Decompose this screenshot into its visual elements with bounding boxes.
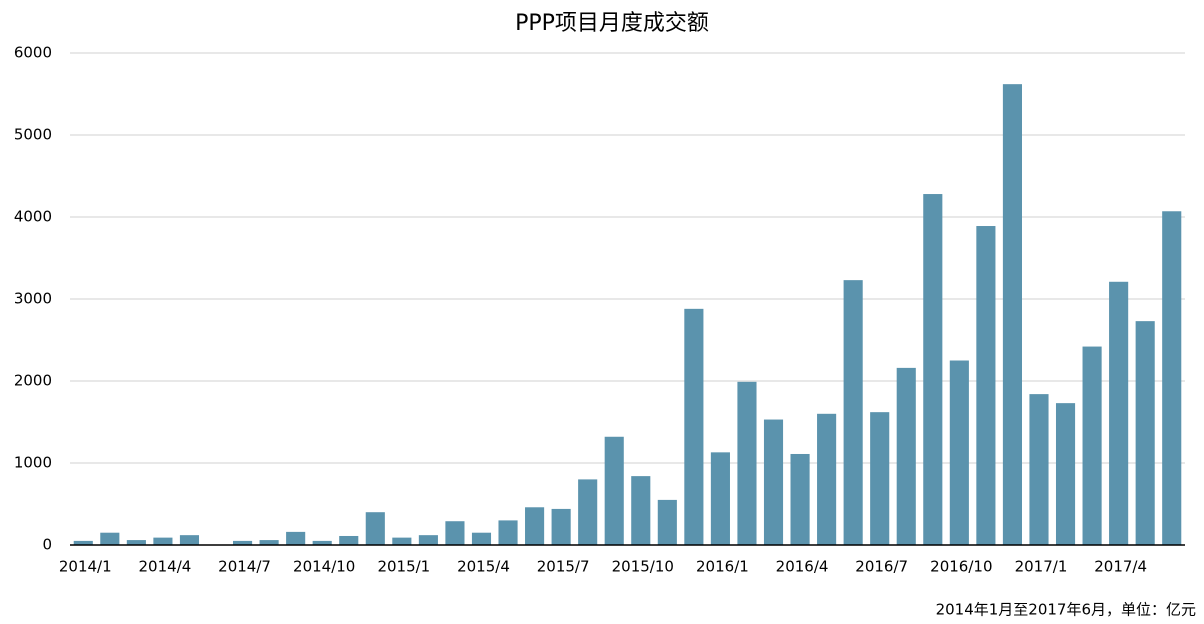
bar: [312, 540, 332, 545]
bar: [100, 532, 120, 545]
bar: [471, 532, 492, 545]
x-tick-label: 2014/1: [59, 558, 112, 576]
bar: [286, 531, 306, 545]
bar: [710, 452, 730, 545]
bar: [339, 535, 359, 545]
chart-note: 2014年1月至2017年6月，单位：亿元: [936, 601, 1196, 619]
bar: [445, 521, 465, 545]
x-tick-label: 2017/1: [1015, 558, 1068, 576]
y-tick-label: 4000: [14, 208, 52, 226]
bar: [365, 512, 385, 545]
x-tick-label: 2016/7: [855, 558, 908, 576]
chart-title: PPP项目月度成交额: [515, 11, 709, 36]
bar: [1002, 84, 1022, 545]
bar: [870, 412, 890, 545]
y-tick-label: 3000: [14, 290, 52, 308]
bar: [418, 535, 438, 545]
x-tick-label: 2017/4: [1094, 558, 1147, 576]
bar: [976, 226, 996, 545]
bar: [631, 476, 651, 545]
bar: [657, 499, 677, 545]
x-tick-label: 2015/1: [377, 558, 430, 576]
bar: [392, 537, 412, 545]
x-tick-label: 2016/1: [696, 558, 749, 576]
y-tick-label: 2000: [14, 372, 52, 390]
bar: [1055, 403, 1076, 545]
y-tick-label: 0: [42, 536, 52, 554]
x-tick-label: 2014/10: [293, 558, 355, 576]
y-tick-label: 1000: [14, 454, 52, 472]
bar: [923, 194, 943, 546]
bar: [1082, 346, 1102, 545]
y-tick-label: 5000: [14, 126, 52, 144]
bar: [498, 520, 518, 545]
bar: [763, 419, 784, 545]
x-tick-label: 2016/10: [930, 558, 992, 576]
bar: [737, 381, 757, 545]
bar: [179, 535, 200, 545]
bar: [1029, 394, 1049, 545]
bar: [551, 508, 571, 545]
bar: [604, 436, 624, 545]
bar: [578, 479, 598, 545]
bar: [843, 280, 863, 545]
x-tick-label: 2015/10: [612, 558, 674, 576]
x-tick-label: 2015/4: [457, 558, 510, 576]
x-tick-label: 2015/7: [537, 558, 590, 576]
bar: [233, 540, 253, 545]
bar: [259, 540, 279, 545]
bar: [790, 453, 810, 545]
bar: [525, 507, 545, 545]
x-tick-label: 2014/7: [218, 558, 271, 576]
bar: [817, 413, 837, 545]
x-tick-label: 2014/4: [139, 558, 192, 576]
bar: [684, 308, 704, 545]
bar: [1135, 321, 1155, 545]
x-tick-label: 2016/4: [776, 558, 829, 576]
bar: [896, 367, 916, 545]
bar: [949, 360, 969, 545]
bar: [73, 540, 93, 545]
bar: [126, 540, 146, 545]
bar: [1109, 281, 1129, 545]
y-tick-label: 6000: [14, 44, 52, 62]
bar: [153, 537, 173, 545]
bar: [1162, 211, 1182, 545]
